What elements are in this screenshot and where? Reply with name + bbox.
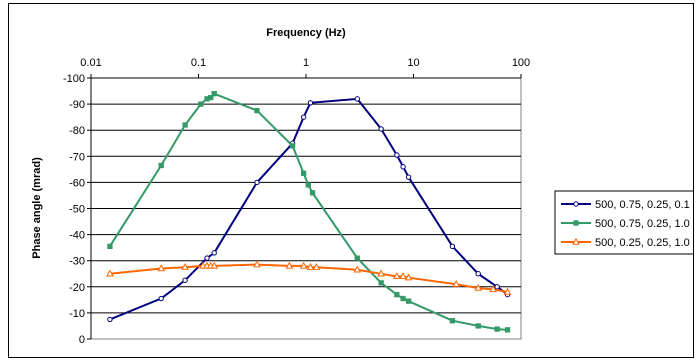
y-tick-label: -50 <box>69 204 85 216</box>
data-point <box>573 201 579 207</box>
series <box>107 96 511 323</box>
data-point <box>353 265 362 273</box>
data-point <box>449 243 456 250</box>
chart-svg: 0.01 0.1 1 10 100 0 -10 -20 -30 -40 -50 -60 -70 -80 -… <box>31 27 693 346</box>
data-point <box>306 262 315 270</box>
y-tick-label: -30 <box>69 256 85 268</box>
data-point <box>106 269 114 277</box>
data-point <box>377 269 385 277</box>
data-point <box>307 100 314 106</box>
data-point <box>378 280 384 286</box>
y-tick-label: -70 <box>69 151 85 163</box>
data-point <box>300 170 307 176</box>
y-tick-label: -80 <box>69 125 85 137</box>
data-point <box>475 323 481 329</box>
legend-label: 500, 0.25, 0.25, 1.0 <box>595 237 690 249</box>
data-point <box>211 250 217 256</box>
y-tick-label: 0 <box>79 334 85 346</box>
data-point <box>354 96 360 102</box>
data-point <box>489 285 497 293</box>
data-point <box>289 143 296 149</box>
data-point <box>449 318 456 324</box>
x-axis-ticks: 0.01 0.1 1 10 100 <box>80 57 530 79</box>
data-point <box>204 255 210 261</box>
legend-item: 500, 0.75, 0.25, 0.1 <box>561 199 690 211</box>
data-point <box>378 126 384 132</box>
x-tick-label: 0.1 <box>191 57 206 69</box>
data-point <box>107 243 113 249</box>
data-point <box>494 284 500 290</box>
data-point <box>399 272 407 280</box>
data-point <box>107 316 113 323</box>
data-point <box>253 260 261 268</box>
data-point <box>404 273 413 281</box>
x-tick-label: 10 <box>407 57 419 69</box>
data-point <box>400 295 406 302</box>
data-point <box>354 255 360 261</box>
data-point <box>305 182 311 188</box>
data-point <box>210 261 219 269</box>
data-point <box>157 264 166 272</box>
data-point <box>158 295 164 302</box>
data-point <box>573 220 579 226</box>
legend-label: 500, 0.75, 0.25, 0.1 <box>595 199 690 211</box>
data-point <box>211 91 217 97</box>
data-point <box>392 272 401 280</box>
data-point <box>309 190 316 196</box>
x-tick-label: 1 <box>303 57 309 69</box>
data-point <box>394 291 400 298</box>
data-point <box>474 283 483 291</box>
data-point <box>475 271 481 277</box>
data-point <box>254 179 260 186</box>
y-tick-label: -40 <box>69 230 85 242</box>
legend-item: 500, 0.25, 0.25, 1.0 <box>561 237 690 249</box>
data-point <box>285 261 294 269</box>
data-point <box>452 279 461 287</box>
x-tick-label: 0.01 <box>80 57 101 69</box>
series <box>107 91 511 333</box>
y-tick-label: -20 <box>69 282 85 294</box>
data-point <box>254 107 260 114</box>
data-point <box>494 326 500 332</box>
data-point <box>572 237 580 245</box>
legend-item: 500, 0.75, 0.25, 1.0 <box>561 218 690 230</box>
chart-frame: 0.01 0.1 1 10 100 0 -10 -20 -30 -40 -50 -60 -70 -80 -… <box>8 3 694 358</box>
data-point <box>182 122 188 128</box>
y-tick-label: -90 <box>69 99 85 111</box>
series-line <box>109 97 509 321</box>
data-point <box>405 174 412 180</box>
x-tick-label: 100 <box>512 57 530 69</box>
data-point <box>504 327 511 333</box>
data-point <box>503 287 512 295</box>
data-point <box>394 152 400 158</box>
y-axis-ticks: 0 -10 -20 -30 -40 -50 -60 -70 -80 -90 -100 <box>63 73 92 346</box>
y-tick-label: -10 <box>69 308 85 320</box>
data-point <box>312 262 321 270</box>
data-point <box>198 101 204 107</box>
legend: 500, 0.75, 0.25, 0.1 500, 0.75, 0.25, 1.0… <box>561 199 690 249</box>
x-axis-title: Frequency (Hz) <box>266 27 346 39</box>
data-point <box>400 164 406 170</box>
y-tick-label: -60 <box>69 177 85 189</box>
legend-label: 500, 0.75, 0.25, 1.0 <box>595 218 690 230</box>
data-point <box>405 298 412 304</box>
data-point <box>181 262 189 270</box>
y-tick-label: -100 <box>63 73 85 85</box>
data-point <box>158 162 164 169</box>
series-layer <box>106 91 512 333</box>
data-point <box>299 261 308 269</box>
data-point <box>208 94 214 101</box>
y-axis-title: Phase angle (mrad) <box>31 157 43 259</box>
series <box>106 260 512 295</box>
data-point <box>300 114 307 120</box>
data-point <box>182 277 188 283</box>
